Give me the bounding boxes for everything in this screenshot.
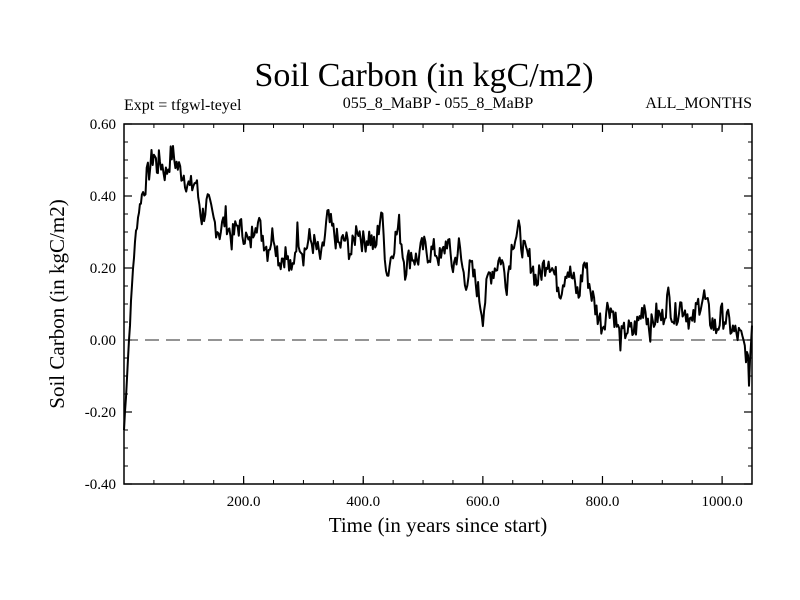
x-tick-label: 200.0 xyxy=(227,494,261,510)
y-tick-label: 0.00 xyxy=(90,333,116,349)
months-label: ALL_MONTHS xyxy=(645,95,752,112)
plot-frame xyxy=(123,123,753,485)
soil-carbon-series-line xyxy=(123,145,753,431)
axes: -0.40 -0.20 0.00 0.20 0.40 0.60 200.0 400.0 600.… xyxy=(85,117,752,510)
y-tick-label: 0.60 xyxy=(90,117,116,133)
x-axis-label: Time (in years since start) xyxy=(329,513,548,537)
y-tick-label: -0.20 xyxy=(85,405,116,421)
x-tick-label: 400.0 xyxy=(346,494,380,510)
chart-title: Soil Carbon (in kgC/m2) xyxy=(254,57,593,94)
y-axis-label: Soil Carbon (in kgC/m2) xyxy=(45,199,69,408)
experiment-label: Expt = tfgwl-teyel xyxy=(124,97,242,114)
x-tick-label: 800.0 xyxy=(586,494,620,510)
y-tick-label: 0.20 xyxy=(90,261,116,277)
period-label: 055_8_MaBP - 055_8_MaBP xyxy=(343,95,534,112)
plot-area xyxy=(123,145,753,431)
x-tick-label: 1000.0 xyxy=(701,494,742,510)
x-tick-label: 600.0 xyxy=(466,494,500,510)
y-tick-label: 0.40 xyxy=(90,189,116,205)
y-tick-label: -0.40 xyxy=(85,477,116,493)
